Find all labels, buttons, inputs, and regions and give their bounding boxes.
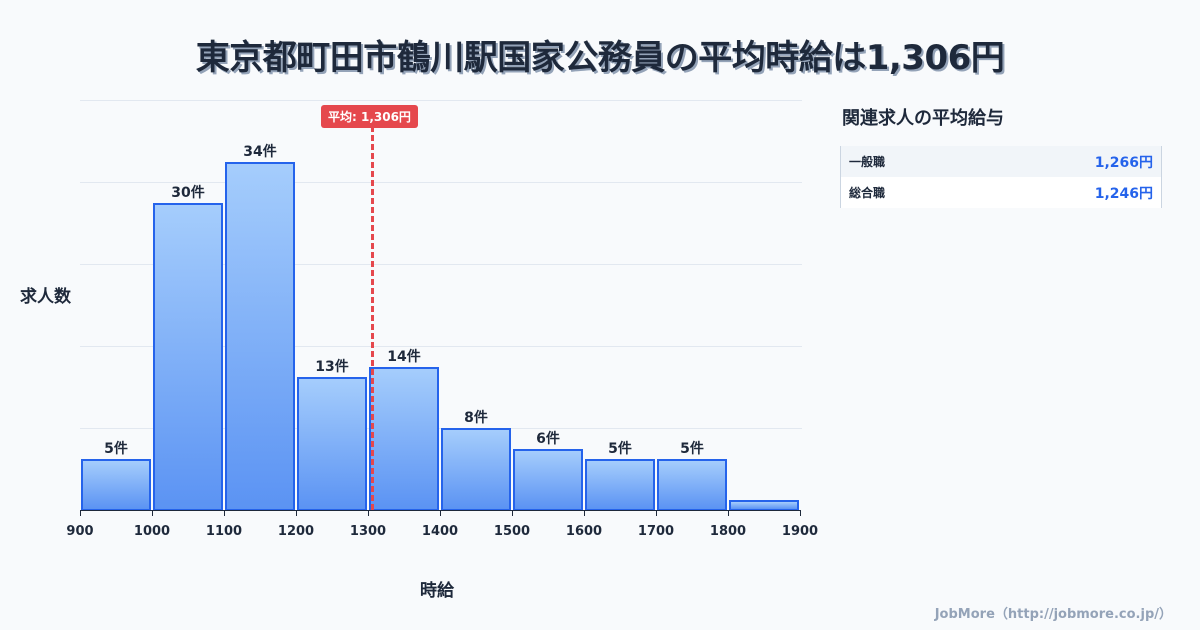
bar-value-label: 30件 — [171, 184, 205, 201]
histogram-bar — [225, 161, 295, 511]
bar-value-label: 14件 — [387, 348, 421, 365]
job-type-label: 一般職 — [849, 155, 886, 169]
histogram-bar — [585, 458, 655, 511]
histogram-bar — [657, 458, 727, 511]
related-salary-table: 一般職 1,266円 総合職 1,246円 — [840, 146, 1162, 208]
x-tick — [296, 510, 297, 516]
histogram-bar — [729, 499, 799, 511]
bar-value-label: 6件 — [536, 430, 560, 447]
x-tick — [728, 510, 729, 516]
x-tick-label: 1300 — [349, 524, 387, 539]
histogram-bar — [297, 376, 367, 511]
histogram-bar — [513, 448, 583, 511]
x-tick-label: 1900 — [781, 524, 819, 539]
x-axis-label: 時給 — [420, 581, 454, 601]
bar-value-label: 5件 — [680, 440, 704, 457]
y-axis-label: 求人数 — [20, 287, 71, 307]
salary-value: 1,266円 — [1094, 154, 1153, 171]
average-badge: 平均: 1,306円 — [321, 105, 418, 128]
x-tick — [440, 510, 441, 516]
gridline — [80, 182, 802, 183]
x-tick-label: 1800 — [709, 524, 747, 539]
salary-row-general: 一般職 1,266円 — [841, 146, 1161, 177]
gridline — [80, 346, 802, 347]
x-tick-label: 1400 — [421, 524, 459, 539]
x-tick — [656, 510, 657, 516]
bar-value-label: 5件 — [608, 440, 632, 457]
gridline — [80, 264, 802, 265]
x-tick-label: 1500 — [493, 524, 531, 539]
x-tick — [224, 510, 225, 516]
x-tick-label: 1100 — [205, 524, 243, 539]
histogram-bar — [441, 428, 511, 511]
average-line — [371, 126, 374, 510]
x-tick — [80, 510, 81, 516]
salary-row-career: 総合職 1,246円 — [841, 177, 1161, 208]
related-salary-title: 関連求人の平均給与 — [842, 108, 1004, 129]
x-tick — [368, 510, 369, 516]
footer-credit: JobMore（http://jobmore.co.jp/） — [934, 607, 1172, 622]
page-title: 東京都町田市鶴川駅国家公務員の平均時給は1,306円 — [195, 38, 1005, 78]
x-tick — [800, 510, 801, 516]
histogram-chart: 求人数 時給 5件 30件 34件 13件 14件 8件 6件 5件 5件 900 1000 110… — [20, 100, 818, 601]
histogram-bar — [81, 458, 151, 511]
x-tick-label: 1200 — [277, 524, 315, 539]
salary-value: 1,246円 — [1094, 185, 1153, 202]
x-tick-label: 1000 — [133, 524, 171, 539]
x-tick — [152, 510, 153, 516]
bar-value-label: 13件 — [315, 358, 349, 375]
bar-value-label: 34件 — [243, 143, 277, 160]
bar-value-label: 8件 — [464, 410, 488, 426]
x-tick — [512, 510, 513, 516]
bar-value-label: 5件 — [104, 440, 128, 457]
histogram-bar — [369, 366, 439, 511]
x-tick — [584, 510, 585, 516]
histogram-bar — [153, 202, 223, 511]
x-tick-label: 1700 — [637, 524, 675, 539]
gridline — [80, 100, 802, 101]
x-tick-label: 900 — [66, 524, 94, 539]
x-tick-label: 1600 — [565, 524, 603, 539]
job-type-label: 総合職 — [849, 186, 886, 200]
